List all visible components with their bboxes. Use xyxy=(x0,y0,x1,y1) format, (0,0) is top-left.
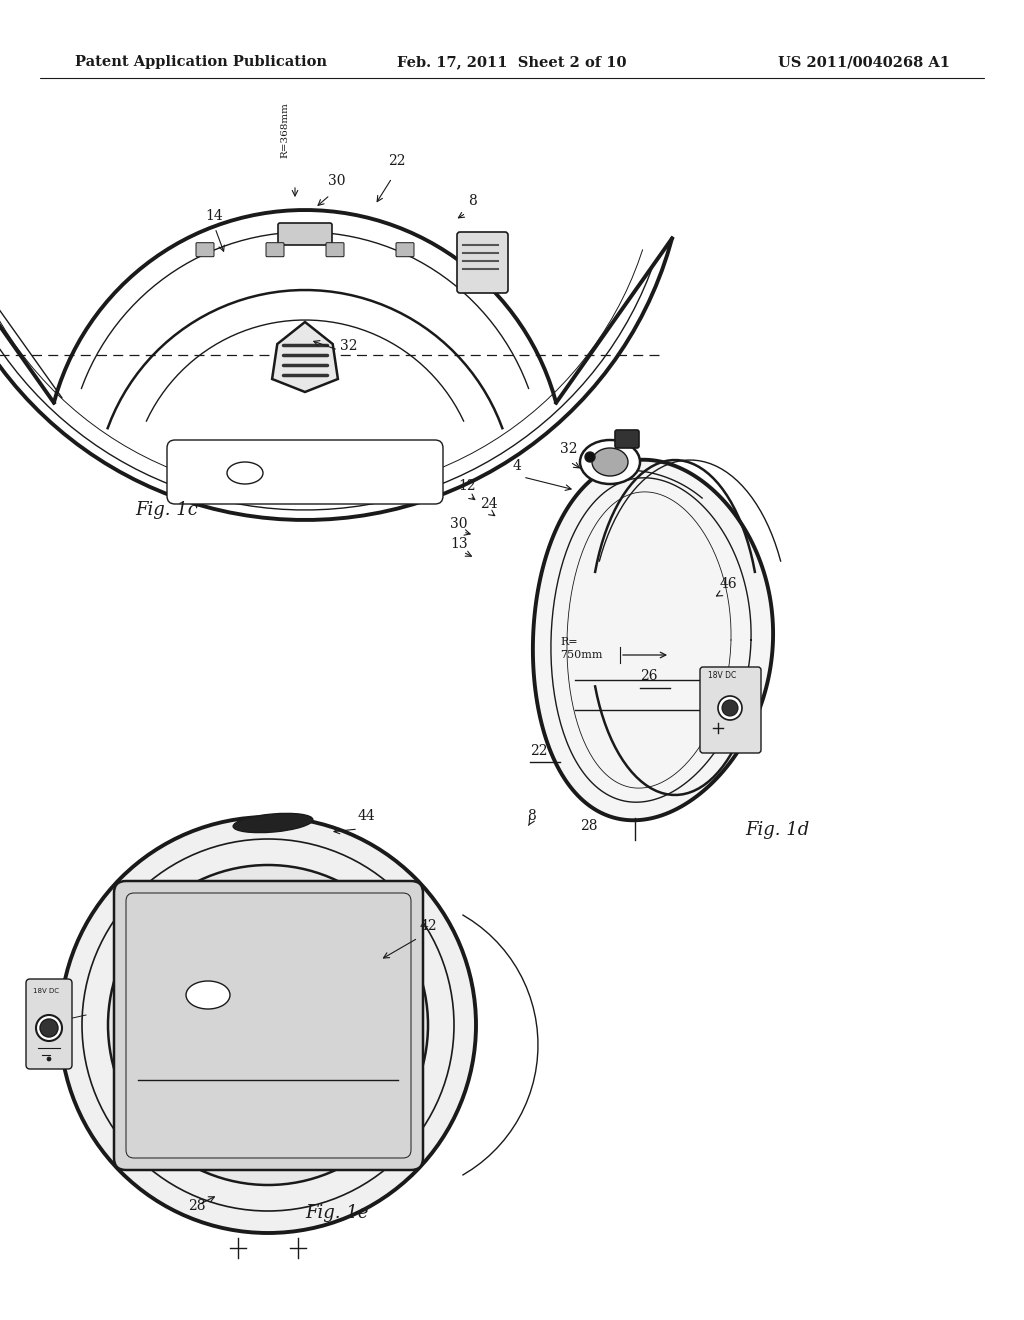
Text: 8: 8 xyxy=(527,809,536,822)
Text: 22: 22 xyxy=(388,154,406,168)
Text: 46: 46 xyxy=(720,577,737,591)
Text: 42: 42 xyxy=(420,919,437,933)
Text: 18V DC: 18V DC xyxy=(33,987,59,994)
Text: 28: 28 xyxy=(580,818,597,833)
FancyBboxPatch shape xyxy=(114,880,423,1170)
FancyBboxPatch shape xyxy=(700,667,761,752)
Text: 12: 12 xyxy=(458,479,475,492)
FancyBboxPatch shape xyxy=(615,430,639,447)
Text: R=368mm: R=368mm xyxy=(281,102,290,158)
FancyBboxPatch shape xyxy=(457,232,508,293)
FancyBboxPatch shape xyxy=(326,243,344,256)
Ellipse shape xyxy=(40,1019,58,1038)
Text: 26: 26 xyxy=(640,669,657,682)
Ellipse shape xyxy=(722,700,738,715)
Text: 30: 30 xyxy=(328,174,345,187)
Text: 8: 8 xyxy=(468,194,477,209)
Ellipse shape xyxy=(233,813,313,833)
Text: Fig. 1d: Fig. 1d xyxy=(745,821,809,840)
Text: 14: 14 xyxy=(205,209,223,223)
FancyBboxPatch shape xyxy=(266,243,284,256)
FancyBboxPatch shape xyxy=(26,979,72,1069)
Text: Feb. 17, 2011  Sheet 2 of 10: Feb. 17, 2011 Sheet 2 of 10 xyxy=(397,55,627,69)
Text: 24: 24 xyxy=(480,498,498,511)
Ellipse shape xyxy=(227,462,263,484)
Ellipse shape xyxy=(585,451,595,462)
Text: 4: 4 xyxy=(513,459,522,473)
Text: Fig. 1e: Fig. 1e xyxy=(305,1204,369,1222)
FancyBboxPatch shape xyxy=(278,223,332,246)
Ellipse shape xyxy=(186,981,230,1008)
Text: 750mm: 750mm xyxy=(560,649,602,660)
Text: 30: 30 xyxy=(450,517,468,531)
Text: US 2011/0040268 A1: US 2011/0040268 A1 xyxy=(778,55,950,69)
Text: R=: R= xyxy=(560,638,578,647)
Ellipse shape xyxy=(60,817,476,1233)
Ellipse shape xyxy=(47,1057,51,1061)
Polygon shape xyxy=(0,210,672,520)
Text: 22: 22 xyxy=(530,744,548,758)
FancyBboxPatch shape xyxy=(167,440,443,504)
Text: 13: 13 xyxy=(450,537,468,550)
Ellipse shape xyxy=(108,865,428,1185)
Text: 32: 32 xyxy=(560,442,578,455)
Text: 18V DC: 18V DC xyxy=(708,671,736,680)
Text: Patent Application Publication: Patent Application Publication xyxy=(75,55,327,69)
Polygon shape xyxy=(272,322,338,392)
Text: 32: 32 xyxy=(340,339,357,352)
FancyBboxPatch shape xyxy=(396,243,414,256)
Text: 28: 28 xyxy=(188,1199,206,1213)
Ellipse shape xyxy=(36,1015,62,1041)
FancyBboxPatch shape xyxy=(196,243,214,256)
Text: Fig. 1c: Fig. 1c xyxy=(135,502,198,519)
Ellipse shape xyxy=(718,696,742,719)
Text: 44: 44 xyxy=(358,809,376,822)
Polygon shape xyxy=(532,459,773,820)
Ellipse shape xyxy=(592,447,628,477)
Ellipse shape xyxy=(580,440,640,484)
